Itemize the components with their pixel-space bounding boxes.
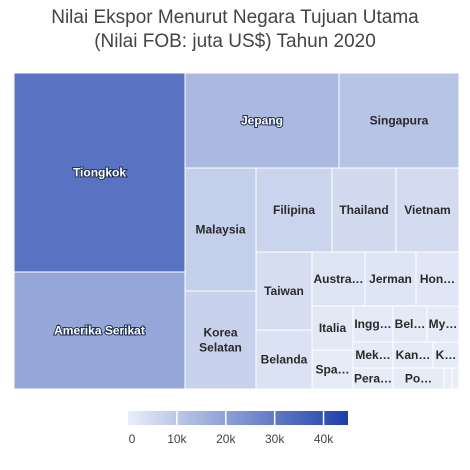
tile-belanda-label: Belanda bbox=[261, 353, 308, 367]
tile-jerman-rect[interactable] bbox=[364, 251, 417, 307]
tile-thailand[interactable]: Thailand bbox=[331, 167, 397, 253]
tile-malaysia[interactable]: Malaysia bbox=[184, 167, 257, 292]
tile-vietnam[interactable]: Vietnam bbox=[395, 167, 460, 253]
tile-tiongkok-rect[interactable] bbox=[13, 72, 186, 273]
tile-hon-rect[interactable] bbox=[415, 251, 460, 307]
tile-jepang-rect[interactable] bbox=[184, 72, 340, 169]
tile-my-label: My… bbox=[429, 317, 458, 331]
chart-title: Nilai Ekspor Menurut Negara Tujuan Utama… bbox=[0, 6, 470, 54]
tile-taiwan-label: Taiwan bbox=[264, 284, 304, 298]
tile-small-24-rect[interactable] bbox=[443, 367, 453, 390]
tile-hon[interactable]: Hon… bbox=[415, 251, 460, 307]
tile-belanda[interactable]: Belanda bbox=[255, 329, 313, 390]
tile-amerika-serikat-label: Amerika Serikat bbox=[54, 324, 145, 338]
tile-spa[interactable]: Spa… bbox=[311, 349, 354, 390]
tile-amerika-serikat[interactable]: Amerika Serikat bbox=[13, 271, 186, 390]
tile-vietnam-label: Vietnam bbox=[404, 203, 450, 217]
tile-malaysia-label: Malaysia bbox=[195, 223, 245, 237]
tile-belanda-rect[interactable] bbox=[255, 329, 313, 390]
tile-small-25[interactable] bbox=[451, 367, 460, 390]
tile-filipina-label: Filipina bbox=[273, 203, 315, 217]
chart-title-line-1: Nilai Ekspor Menurut Negara Tujuan Utama bbox=[51, 7, 419, 28]
tile-korea-selatan-label-2: Selatan bbox=[199, 341, 242, 355]
tile-my-rect[interactable] bbox=[426, 305, 460, 343]
tile-taiwan[interactable]: Taiwan bbox=[255, 251, 313, 331]
tile-k-rect[interactable] bbox=[432, 341, 460, 369]
tile-my[interactable]: My… bbox=[426, 305, 460, 343]
tile-k-label: K… bbox=[436, 348, 457, 362]
tile-small-25-rect[interactable] bbox=[451, 367, 460, 390]
tile-tiongkok-label: Tiongkok bbox=[73, 166, 126, 180]
tile-malaysia-rect[interactable] bbox=[184, 167, 257, 292]
tile-vietnam-rect[interactable] bbox=[395, 167, 460, 253]
tile-tiongkok[interactable]: Tiongkok bbox=[13, 72, 186, 273]
tile-austra[interactable]: Austra… bbox=[311, 251, 366, 307]
tile-kan[interactable]: Kan… bbox=[392, 341, 434, 369]
tile-jepang[interactable]: Jepang bbox=[184, 72, 340, 169]
tile-hon-label: Hon… bbox=[420, 272, 455, 286]
chart-title-line-2: (Nilai FOB: juta US$) Tahun 2020 bbox=[94, 31, 376, 52]
tile-small-24[interactable] bbox=[443, 367, 453, 390]
tile-korea-selatan-label-1: Korea bbox=[203, 326, 237, 340]
tile-kan-label: Kan… bbox=[396, 348, 431, 362]
tile-jerman[interactable]: Jerman bbox=[364, 251, 417, 307]
tile-jerman-label: Jerman bbox=[369, 272, 412, 286]
tile-bel[interactable]: Bel… bbox=[392, 305, 428, 343]
tile-italia[interactable]: Italia bbox=[311, 305, 354, 351]
tile-mek-rect[interactable] bbox=[352, 341, 394, 369]
tile-mek[interactable]: Mek… bbox=[352, 341, 394, 369]
tile-filipina[interactable]: Filipina bbox=[255, 167, 333, 253]
tile-ingg-label: Ingg… bbox=[354, 317, 391, 331]
tile-singapura-label: Singapura bbox=[370, 114, 429, 128]
tile-thailand-label: Thailand bbox=[339, 203, 388, 217]
tile-pera[interactable]: Pera… bbox=[352, 367, 394, 390]
tile-pera-label: Pera… bbox=[354, 372, 392, 386]
tile-spa-rect[interactable] bbox=[311, 349, 354, 390]
tile-austra-rect[interactable] bbox=[311, 251, 366, 307]
tile-singapura[interactable]: Singapura bbox=[338, 72, 460, 169]
tile-mek-label: Mek… bbox=[355, 348, 390, 362]
tile-po[interactable]: Po… bbox=[392, 367, 445, 390]
tile-bel-label: Bel… bbox=[395, 317, 426, 331]
tile-ingg[interactable]: Ingg… bbox=[352, 305, 394, 343]
tile-austra-label: Austra… bbox=[313, 272, 363, 286]
tile-italia-label: Italia bbox=[319, 321, 347, 335]
tile-korea-selatan-rect[interactable] bbox=[184, 290, 257, 390]
tile-jepang-label: Jepang bbox=[241, 114, 283, 128]
tile-spa-label: Spa… bbox=[315, 363, 349, 377]
tile-po-label: Po… bbox=[405, 372, 432, 386]
tile-k[interactable]: K… bbox=[432, 341, 460, 369]
tile-singapura-rect[interactable] bbox=[338, 72, 460, 169]
